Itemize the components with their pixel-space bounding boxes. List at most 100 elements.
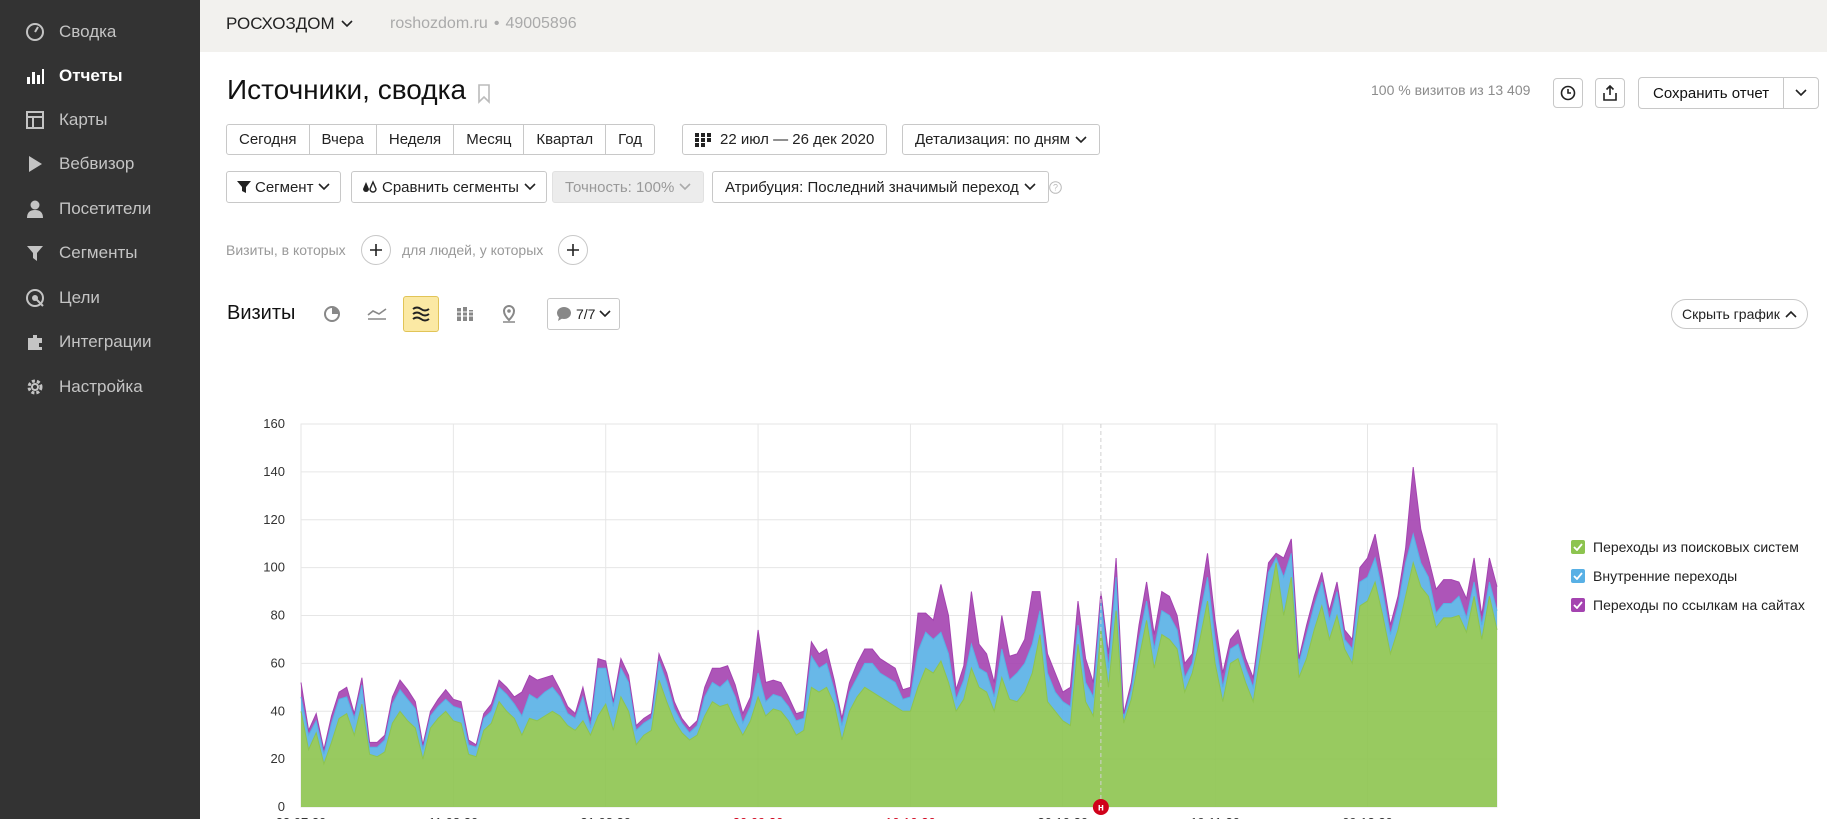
add-visit-condition-button[interactable] [361, 235, 391, 265]
sidebar-item-label: Отчеты [59, 66, 123, 85]
add-people-condition-button[interactable] [558, 235, 588, 265]
attribution-dropdown[interactable]: Атрибуция: Последний значимый переход [712, 171, 1049, 203]
legend-item-search[interactable]: Переходы из поисковых систем [1571, 532, 1805, 561]
maps-icon [24, 109, 46, 131]
drops-icon [363, 180, 377, 193]
series-area[interactable] [301, 534, 1497, 764]
plus-icon [370, 244, 382, 256]
series-area[interactable] [301, 562, 1497, 807]
pie-chart-view-button[interactable] [314, 296, 350, 332]
sidebar-item-reports[interactable]: Отчеты [0, 56, 200, 96]
sidebar: Сводка Отчеты Карты Вебвизор Посетители … [0, 0, 200, 819]
chevron-down-icon [318, 183, 331, 191]
chevron-down-icon [524, 183, 536, 191]
integrations-icon [24, 331, 46, 353]
period-quarter-button[interactable]: Квартал [524, 125, 607, 154]
checkbox-icon[interactable] [1571, 539, 1585, 554]
compare-segments-dropdown[interactable]: Сравнить сегменты [351, 171, 547, 203]
filter-icon [237, 181, 251, 193]
pie-chart-icon [324, 306, 340, 322]
chart-legend: Переходы из поисковых систем Внутренние … [1571, 532, 1805, 619]
hide-chart-button[interactable]: Скрыть график [1671, 299, 1808, 329]
area-chart-icon [412, 306, 430, 322]
period-month-button[interactable]: Месяц [454, 125, 525, 154]
legend-label: Переходы из поисковых систем [1593, 538, 1799, 555]
sidebar-item-integrations[interactable]: Интеграции [0, 322, 200, 362]
legend-label: Внутренние переходы [1593, 567, 1738, 584]
date-range-label: 22 июл — 26 дек 2020 [720, 131, 875, 148]
plus-icon [567, 244, 579, 256]
legend-item-internal[interactable]: Внутренние переходы [1571, 561, 1805, 590]
map-view-button[interactable] [491, 296, 527, 332]
hide-chart-label: Скрыть график [1682, 306, 1780, 322]
checkbox-icon[interactable] [1571, 597, 1585, 612]
history-button[interactable] [1553, 78, 1583, 108]
line-chart-view-button[interactable] [359, 296, 395, 332]
save-report-group: Сохранить отчет [1638, 77, 1820, 109]
sidebar-item-settings[interactable]: Настройка [0, 367, 200, 407]
x-tick-label: 09.12.20 [1342, 815, 1393, 819]
comment-marker[interactable] [1092, 799, 1109, 815]
period-yesterday-button[interactable]: Вчера [310, 125, 377, 154]
x-tick-label: 31.08.20 [580, 815, 631, 819]
counter-meta: roshozdom.ru • 49005896 [390, 15, 577, 33]
sidebar-item-visitors[interactable]: Посетители [0, 189, 200, 229]
goals-icon [24, 287, 46, 309]
period-week-button[interactable]: Неделя [377, 125, 455, 154]
chart-title: Визиты [227, 302, 296, 324]
sidebar-item-label: Настройка [59, 377, 143, 396]
line-chart-icon [367, 308, 387, 320]
save-report-dropdown[interactable] [1784, 78, 1818, 108]
y-tick-label: 0 [278, 799, 285, 814]
sidebar-item-summary[interactable]: Сводка [0, 12, 200, 52]
y-tick-label: 40 [271, 703, 285, 718]
x-tick-label: 20.09.20 [733, 815, 784, 819]
y-tick-label: 140 [263, 464, 285, 479]
save-report-button[interactable]: Сохранить отчет [1639, 78, 1785, 108]
visits-area-chart[interactable]: 0 20 40 60 80 100 120 140 160 22.07.20 11.08.20 31.… [200, 352, 1527, 819]
visits-share: 100 % визитов из 13 409 [1371, 82, 1531, 98]
sidebar-item-goals[interactable]: Цели [0, 278, 200, 318]
chart-comments-dropdown[interactable]: 7/7 [547, 298, 621, 330]
date-range-button[interactable]: 22 июл — 26 дек 2020 [682, 124, 888, 155]
clock-icon [1560, 85, 1576, 101]
area-chart-view-button[interactable] [403, 296, 439, 332]
chevron-down-icon [1075, 135, 1087, 143]
y-tick-label: 120 [263, 512, 285, 527]
series-line [300, 467, 1498, 750]
share-icon [1603, 85, 1617, 101]
segments-icon [24, 242, 46, 264]
calendar-icon [695, 132, 711, 147]
help-icon[interactable]: ? [1049, 181, 1062, 194]
period-today-button[interactable]: Сегодня [227, 125, 310, 154]
sidebar-item-webvisor[interactable]: Вебвизор [0, 144, 200, 184]
checkbox-icon[interactable] [1571, 568, 1585, 583]
chevron-down-icon [341, 20, 353, 28]
y-tick-label: 80 [271, 608, 285, 623]
visits-chart: 0 20 40 60 80 100 120 140 160 22.07.20 11.08.20 31.… [200, 352, 1527, 819]
chevron-down-icon [1024, 183, 1036, 191]
sidebar-item-segments[interactable]: Сегменты [0, 233, 200, 273]
sidebar-item-maps[interactable]: Карты [0, 100, 200, 140]
export-button[interactable] [1595, 78, 1625, 108]
map-pin-icon [502, 305, 516, 323]
detail-dropdown[interactable]: Детализация: по дням [902, 124, 1100, 155]
reports-icon [24, 65, 46, 87]
bookmark-icon[interactable] [477, 84, 491, 104]
counter-selector[interactable]: РОСХОЗДОМ [226, 14, 353, 34]
legend-item-links[interactable]: Переходы по ссылкам на сайтах [1571, 590, 1805, 619]
x-tick-label: 22.07.20 [276, 815, 327, 819]
y-tick-label: 60 [271, 655, 285, 670]
detail-label: Детализация: по дням [915, 131, 1070, 148]
period-year-button[interactable]: Год [618, 131, 643, 148]
chevron-up-icon [1785, 310, 1797, 318]
comment-icon [557, 307, 571, 321]
accuracy-dropdown: Точность: 100% [552, 171, 705, 203]
y-tick-label: 160 [263, 416, 285, 431]
sidebar-item-label: Сегменты [59, 243, 138, 262]
bar-chart-view-button[interactable] [447, 296, 483, 332]
gear-icon [24, 376, 46, 398]
segment-dropdown[interactable]: Сегмент [226, 171, 342, 203]
meta-separator: • [493, 15, 500, 32]
y-tick-label: 20 [271, 751, 285, 766]
